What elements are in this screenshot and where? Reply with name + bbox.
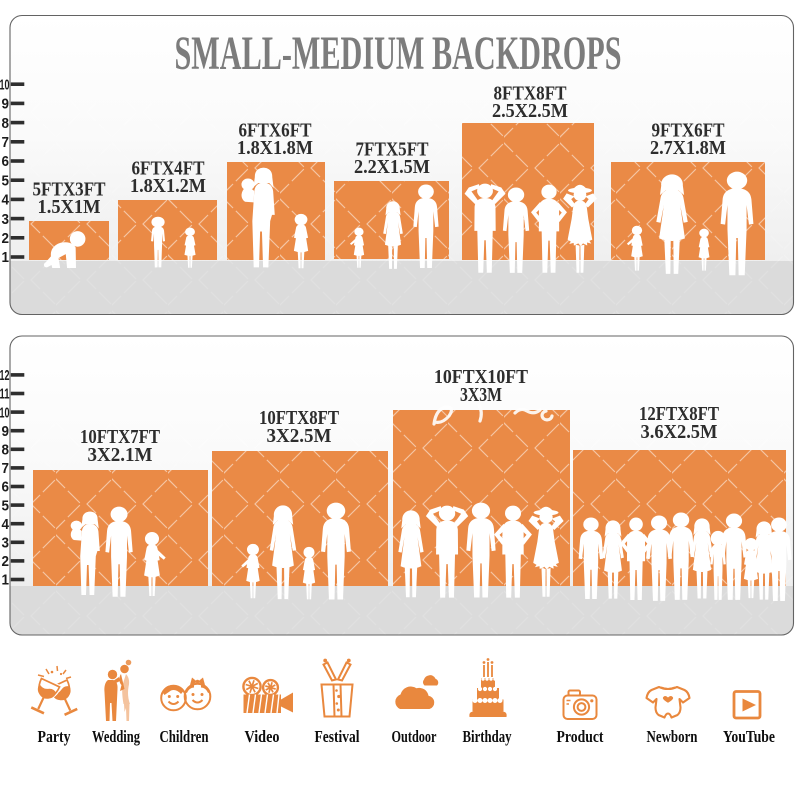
- svg-text:Festival: Festival: [315, 727, 360, 746]
- svg-text:Product: Product: [557, 727, 604, 746]
- svg-text:5: 5: [2, 172, 10, 189]
- svg-text:9: 9: [2, 96, 10, 113]
- svg-text:7FTX5FT: 7FTX5FT: [356, 139, 430, 161]
- svg-text:12: 12: [0, 367, 10, 384]
- svg-text:2.2X1.5M: 2.2X1.5M: [354, 156, 430, 178]
- svg-text:Video: Video: [245, 727, 280, 746]
- svg-text:10FTX8FT: 10FTX8FT: [259, 407, 340, 429]
- svg-text:Wedding: Wedding: [92, 727, 140, 746]
- svg-text:YouTube: YouTube: [723, 727, 775, 746]
- svg-text:11: 11: [0, 386, 10, 403]
- svg-text:6: 6: [2, 479, 10, 496]
- svg-text:3X2.5M: 3X2.5M: [267, 425, 332, 447]
- svg-text:10FTX7FT: 10FTX7FT: [80, 426, 161, 448]
- svg-text:7: 7: [2, 134, 10, 151]
- svg-text:Newborn: Newborn: [647, 727, 698, 746]
- svg-text:10: 10: [0, 76, 10, 93]
- svg-text:9: 9: [2, 423, 10, 440]
- svg-text:5: 5: [2, 497, 10, 514]
- svg-text:Children: Children: [160, 727, 209, 746]
- svg-text:1.8X1.2M: 1.8X1.2M: [130, 175, 206, 197]
- svg-text:8FTX8FT: 8FTX8FT: [494, 83, 568, 105]
- svg-text:1.5X1M: 1.5X1M: [38, 196, 101, 218]
- svg-text:7: 7: [2, 460, 10, 477]
- svg-text:4: 4: [2, 192, 10, 209]
- svg-text:3.6X2.5M: 3.6X2.5M: [641, 421, 718, 443]
- svg-text:9FTX6FT: 9FTX6FT: [652, 120, 726, 142]
- svg-text:Birthday: Birthday: [463, 727, 512, 746]
- svg-text:2.7X1.8M: 2.7X1.8M: [650, 137, 726, 159]
- svg-text:SMALL-MEDIUM BACKDROPS: SMALL-MEDIUM BACKDROPS: [175, 27, 622, 80]
- svg-text:3X2.1M: 3X2.1M: [88, 444, 153, 466]
- svg-text:2.5X2.5M: 2.5X2.5M: [492, 100, 568, 122]
- svg-text:10: 10: [0, 404, 10, 421]
- svg-text:Outdoor: Outdoor: [392, 727, 437, 746]
- svg-text:1: 1: [2, 572, 10, 589]
- svg-text:3: 3: [2, 211, 10, 228]
- svg-text:8: 8: [2, 115, 10, 132]
- svg-text:Party: Party: [38, 727, 71, 746]
- svg-text:6FTX6FT: 6FTX6FT: [239, 120, 313, 142]
- svg-text:10FTX10FT: 10FTX10FT: [434, 366, 529, 388]
- svg-text:2: 2: [2, 230, 10, 247]
- svg-text:2: 2: [2, 553, 10, 570]
- svg-text:3X3M: 3X3M: [460, 384, 502, 406]
- svg-text:6FTX4FT: 6FTX4FT: [132, 158, 206, 180]
- svg-text:12FTX8FT: 12FTX8FT: [639, 403, 720, 425]
- svg-text:1.8X1.8M: 1.8X1.8M: [237, 137, 313, 159]
- svg-text:1: 1: [2, 249, 10, 266]
- svg-text:3: 3: [2, 535, 10, 552]
- svg-text:4: 4: [2, 516, 10, 533]
- svg-text:8: 8: [2, 442, 10, 459]
- svg-text:5FTX3FT: 5FTX3FT: [33, 179, 107, 201]
- svg-text:6: 6: [2, 153, 10, 170]
